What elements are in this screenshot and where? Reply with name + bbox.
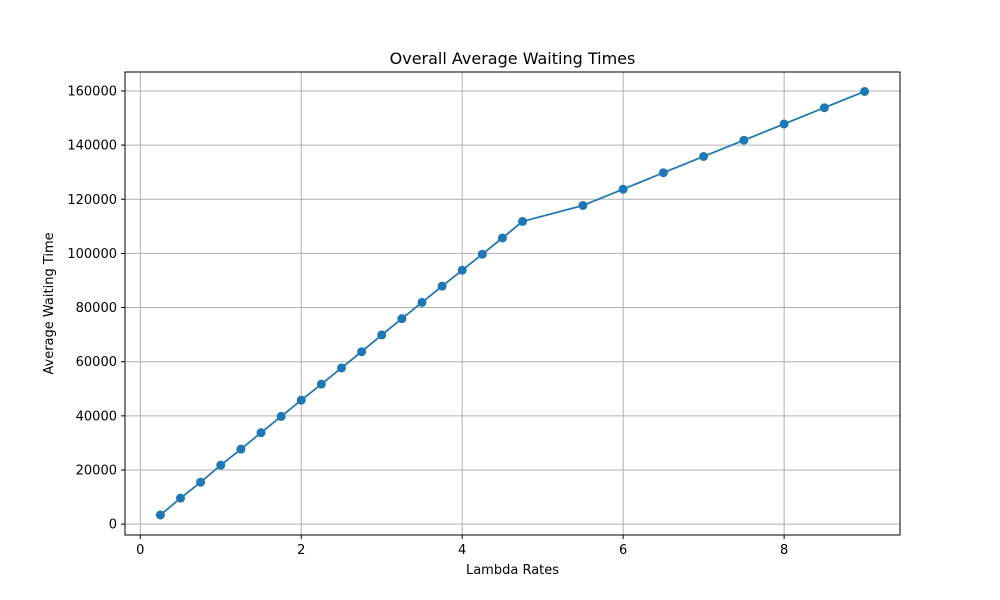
y-tick-label: 120000	[67, 193, 117, 208]
y-axis-label: Average Waiting Time	[42, 232, 57, 374]
data-point	[437, 281, 447, 291]
data-point	[176, 493, 186, 503]
y-tick-label: 0	[109, 518, 117, 533]
data-point	[155, 510, 165, 520]
y-tick-label: 100000	[67, 247, 117, 262]
data-point	[196, 477, 206, 487]
data-point	[336, 363, 346, 373]
data-point	[276, 411, 286, 421]
plot-area	[125, 72, 900, 535]
x-tick-label: 0	[136, 543, 144, 558]
data-point	[457, 265, 467, 275]
data-point	[819, 103, 829, 113]
x-tick-label: 6	[619, 543, 627, 558]
data-point	[316, 379, 326, 389]
y-tick-label: 160000	[67, 84, 117, 99]
data-point	[518, 216, 528, 226]
data-point	[618, 184, 628, 194]
x-tick-label: 4	[458, 543, 466, 558]
data-point	[256, 428, 266, 438]
data-point	[699, 151, 709, 161]
series	[155, 86, 870, 520]
ticks: 0 2 4 6 8 0 20000 40000 60000 80000 100000 120000 14…	[67, 84, 788, 558]
data-point	[377, 330, 387, 340]
y-tick-label: 80000	[76, 301, 117, 316]
data-point	[477, 249, 487, 259]
data-point	[357, 347, 367, 357]
x-axis-label: Lambda Rates	[466, 563, 559, 578]
y-tick-label: 60000	[76, 355, 117, 370]
grid	[125, 72, 900, 535]
x-tick-label: 8	[780, 543, 788, 558]
data-point	[497, 233, 507, 243]
plot-frame	[124, 71, 901, 536]
x-tick-label: 2	[297, 543, 305, 558]
data-point	[236, 444, 246, 454]
y-tick-label: 140000	[67, 139, 117, 154]
data-point	[417, 297, 427, 307]
data-point	[779, 119, 789, 129]
data-point	[397, 314, 407, 324]
y-tick-label: 20000	[76, 464, 117, 479]
data-point	[658, 168, 668, 178]
chart-title: Overall Average Waiting Times	[390, 49, 636, 68]
data-point	[216, 460, 226, 470]
data-point	[296, 395, 306, 405]
y-tick-label: 40000	[76, 409, 117, 424]
data-point	[578, 200, 588, 210]
data-point	[860, 86, 870, 96]
data-point	[739, 135, 749, 145]
